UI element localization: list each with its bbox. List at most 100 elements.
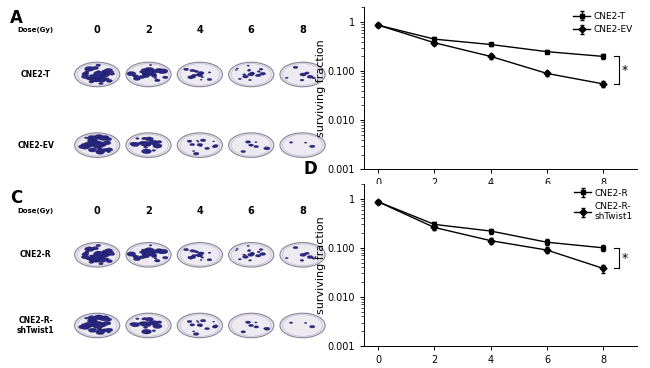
Ellipse shape bbox=[105, 68, 112, 72]
Ellipse shape bbox=[283, 315, 322, 336]
Ellipse shape bbox=[89, 81, 94, 83]
Ellipse shape bbox=[190, 250, 195, 252]
Ellipse shape bbox=[92, 141, 98, 143]
Ellipse shape bbox=[259, 248, 263, 251]
Ellipse shape bbox=[96, 150, 105, 154]
Text: CNE2-EV: CNE2-EV bbox=[18, 141, 54, 150]
Ellipse shape bbox=[99, 82, 103, 85]
Ellipse shape bbox=[142, 329, 151, 334]
Ellipse shape bbox=[280, 243, 325, 267]
Ellipse shape bbox=[84, 72, 89, 74]
Ellipse shape bbox=[155, 79, 160, 82]
Text: 0: 0 bbox=[94, 25, 101, 35]
Ellipse shape bbox=[142, 73, 149, 76]
Ellipse shape bbox=[93, 325, 99, 328]
Ellipse shape bbox=[98, 322, 103, 325]
Ellipse shape bbox=[75, 62, 120, 87]
Ellipse shape bbox=[304, 142, 307, 143]
Ellipse shape bbox=[77, 244, 117, 266]
Ellipse shape bbox=[149, 321, 158, 325]
Ellipse shape bbox=[140, 141, 150, 146]
Ellipse shape bbox=[88, 257, 96, 261]
Ellipse shape bbox=[157, 250, 166, 254]
Ellipse shape bbox=[193, 333, 199, 335]
Ellipse shape bbox=[98, 323, 107, 327]
Ellipse shape bbox=[300, 73, 306, 76]
Ellipse shape bbox=[92, 76, 98, 79]
Ellipse shape bbox=[184, 248, 188, 251]
Ellipse shape bbox=[99, 317, 108, 321]
Ellipse shape bbox=[96, 71, 101, 73]
Ellipse shape bbox=[89, 257, 99, 262]
Ellipse shape bbox=[196, 74, 201, 76]
Ellipse shape bbox=[151, 255, 157, 258]
Ellipse shape bbox=[159, 69, 168, 74]
Ellipse shape bbox=[146, 324, 151, 326]
Ellipse shape bbox=[144, 251, 153, 255]
Ellipse shape bbox=[92, 323, 99, 327]
Ellipse shape bbox=[144, 146, 148, 148]
Ellipse shape bbox=[145, 317, 153, 321]
Ellipse shape bbox=[142, 149, 151, 154]
Ellipse shape bbox=[201, 257, 203, 258]
Ellipse shape bbox=[213, 141, 214, 142]
Ellipse shape bbox=[162, 76, 168, 79]
Ellipse shape bbox=[300, 79, 304, 81]
Ellipse shape bbox=[229, 62, 274, 87]
Ellipse shape bbox=[130, 142, 136, 145]
Ellipse shape bbox=[103, 253, 110, 257]
Ellipse shape bbox=[103, 73, 110, 77]
Ellipse shape bbox=[101, 329, 108, 332]
Ellipse shape bbox=[102, 251, 105, 252]
Ellipse shape bbox=[192, 255, 196, 256]
Ellipse shape bbox=[81, 323, 87, 326]
Ellipse shape bbox=[105, 328, 113, 332]
Ellipse shape bbox=[92, 324, 99, 327]
Ellipse shape bbox=[77, 64, 117, 85]
Ellipse shape bbox=[309, 145, 315, 148]
Ellipse shape bbox=[93, 144, 103, 148]
Ellipse shape bbox=[145, 137, 153, 141]
Ellipse shape bbox=[229, 313, 274, 338]
Ellipse shape bbox=[280, 62, 325, 87]
Ellipse shape bbox=[153, 74, 157, 75]
Text: 6: 6 bbox=[248, 25, 255, 35]
Ellipse shape bbox=[205, 328, 209, 330]
Ellipse shape bbox=[99, 142, 105, 145]
Ellipse shape bbox=[196, 255, 200, 256]
Text: CNE2-R: CNE2-R bbox=[20, 250, 51, 259]
Ellipse shape bbox=[285, 77, 288, 78]
Ellipse shape bbox=[75, 133, 120, 158]
Ellipse shape bbox=[152, 149, 155, 151]
Ellipse shape bbox=[105, 138, 112, 141]
Ellipse shape bbox=[197, 141, 199, 142]
Ellipse shape bbox=[99, 137, 108, 141]
Ellipse shape bbox=[97, 253, 103, 256]
Ellipse shape bbox=[140, 251, 144, 254]
Ellipse shape bbox=[187, 140, 192, 142]
Ellipse shape bbox=[213, 145, 217, 148]
Ellipse shape bbox=[133, 255, 138, 258]
Ellipse shape bbox=[147, 331, 150, 333]
Ellipse shape bbox=[250, 253, 254, 255]
Ellipse shape bbox=[90, 256, 100, 261]
Ellipse shape bbox=[129, 64, 168, 85]
Ellipse shape bbox=[126, 133, 171, 158]
Ellipse shape bbox=[97, 77, 103, 79]
Ellipse shape bbox=[127, 71, 136, 76]
Ellipse shape bbox=[144, 67, 154, 72]
Ellipse shape bbox=[105, 249, 112, 252]
Ellipse shape bbox=[94, 252, 101, 256]
Ellipse shape bbox=[264, 327, 270, 330]
Ellipse shape bbox=[142, 253, 149, 256]
Ellipse shape bbox=[250, 254, 254, 255]
Ellipse shape bbox=[192, 74, 196, 76]
Ellipse shape bbox=[283, 64, 322, 85]
Ellipse shape bbox=[111, 71, 114, 73]
Ellipse shape bbox=[92, 143, 99, 147]
Ellipse shape bbox=[146, 144, 151, 146]
Ellipse shape bbox=[89, 255, 94, 257]
Ellipse shape bbox=[229, 133, 274, 158]
Ellipse shape bbox=[177, 62, 222, 87]
Ellipse shape bbox=[94, 71, 103, 76]
